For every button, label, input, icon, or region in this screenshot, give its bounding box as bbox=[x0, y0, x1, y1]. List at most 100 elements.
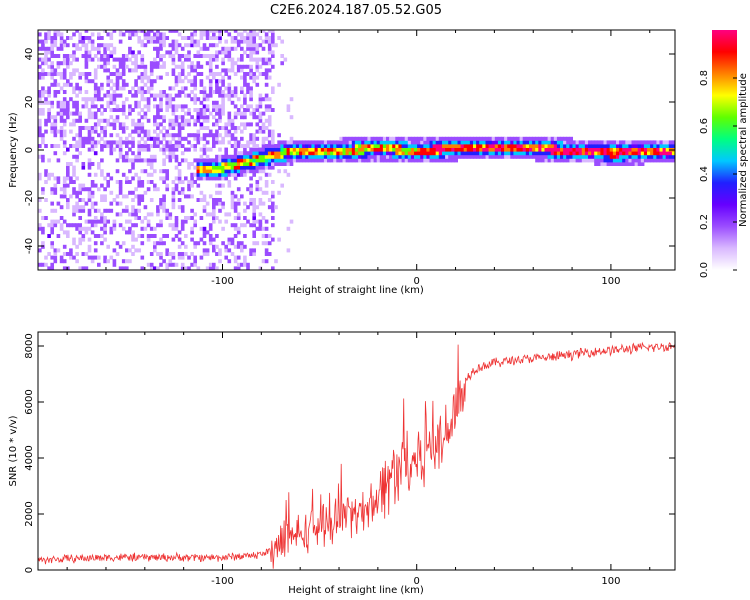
heatmap-cell bbox=[252, 165, 257, 170]
heatmap-cell bbox=[233, 90, 238, 94]
heatmap-cell bbox=[510, 136, 514, 141]
heatmap-cell bbox=[140, 183, 145, 188]
heatmap-cell bbox=[246, 86, 250, 91]
heatmap-cell bbox=[224, 50, 229, 55]
heatmap-cell bbox=[619, 158, 623, 163]
heatmap-cell bbox=[267, 129, 272, 134]
heatmap-cell bbox=[497, 147, 502, 152]
heatmap-cell bbox=[87, 162, 92, 166]
heatmap-cell bbox=[131, 86, 135, 91]
snr-series-line bbox=[38, 341, 675, 569]
heatmap-cell bbox=[87, 147, 92, 152]
heatmap-cell bbox=[488, 154, 493, 159]
heatmap-cell bbox=[193, 39, 198, 44]
heatmap-cell bbox=[106, 32, 111, 37]
heatmap-cell bbox=[159, 57, 163, 62]
heatmap-cell bbox=[165, 72, 170, 76]
heatmap-cell bbox=[482, 151, 486, 156]
heatmap-cell bbox=[541, 154, 546, 159]
heatmap-cell bbox=[112, 219, 117, 224]
heatmap-cell bbox=[258, 129, 263, 134]
heatmap-cell bbox=[271, 140, 275, 145]
heatmap-cell bbox=[112, 100, 117, 105]
heatmap-cell bbox=[215, 108, 219, 112]
heatmap-cell bbox=[286, 108, 291, 112]
heatmap-cell bbox=[112, 64, 117, 69]
heatmap-cell bbox=[261, 259, 266, 264]
heatmap-cell bbox=[236, 64, 241, 69]
heatmap-cell bbox=[336, 158, 340, 163]
heatmap-cell bbox=[588, 144, 592, 148]
heatmap-cell bbox=[215, 72, 219, 76]
heatmap-cell bbox=[647, 147, 651, 152]
heatmap-cell bbox=[149, 68, 154, 73]
heatmap-cell bbox=[50, 219, 55, 224]
heatmap-cell bbox=[240, 36, 244, 40]
heatmap-cell bbox=[267, 43, 272, 48]
heatmap-cell bbox=[47, 100, 51, 105]
heatmap-cell bbox=[171, 46, 176, 51]
heatmap-cell bbox=[227, 90, 232, 94]
heatmap-cell bbox=[106, 122, 111, 127]
heatmap-cell bbox=[41, 241, 45, 246]
heatmap-cell bbox=[75, 104, 79, 109]
heatmap-cell bbox=[128, 190, 132, 195]
heatmap-cell bbox=[146, 75, 151, 80]
heatmap-cell bbox=[442, 147, 446, 152]
heatmap-cell bbox=[81, 205, 86, 210]
heatmap-cell bbox=[208, 30, 213, 33]
heatmap-cell bbox=[594, 151, 598, 156]
heatmap-cell bbox=[612, 147, 617, 152]
heatmap-cell bbox=[485, 144, 490, 148]
heatmap-cell bbox=[75, 190, 79, 195]
heatmap-cell bbox=[87, 108, 92, 112]
heatmap-cell bbox=[215, 79, 219, 84]
heatmap-cell bbox=[426, 136, 431, 141]
heatmap-cell bbox=[59, 136, 64, 141]
heatmap-cell bbox=[109, 151, 114, 156]
heatmap-cell bbox=[118, 72, 123, 76]
heatmap-cell bbox=[149, 252, 154, 256]
heatmap-cell bbox=[348, 140, 353, 145]
heatmap-cell bbox=[196, 266, 201, 270]
heatmap-cell bbox=[72, 111, 76, 116]
heatmap-cell bbox=[66, 201, 70, 206]
heatmap-cell bbox=[62, 68, 67, 73]
heatmap-cell bbox=[159, 140, 163, 145]
heatmap-cell bbox=[286, 158, 291, 163]
heatmap-cell bbox=[131, 165, 135, 170]
heatmap-cell bbox=[215, 118, 219, 123]
heatmap-cell bbox=[171, 97, 176, 102]
heatmap-cell bbox=[584, 151, 589, 156]
heatmap-cell bbox=[184, 57, 188, 62]
heatmap-cell bbox=[112, 262, 117, 267]
heatmap-cell bbox=[162, 90, 166, 94]
snr-frame bbox=[37, 331, 676, 571]
heatmap-cell bbox=[121, 194, 126, 199]
heatmap-cell bbox=[603, 162, 608, 166]
heatmap-cell bbox=[389, 147, 393, 152]
heatmap-cell bbox=[115, 118, 120, 123]
heatmap-cell bbox=[140, 86, 145, 91]
heatmap-cell bbox=[212, 219, 216, 224]
heatmap-cell bbox=[215, 198, 219, 202]
heatmap-cell bbox=[414, 151, 418, 156]
heatmap-cell bbox=[62, 100, 67, 105]
heatmap-cell bbox=[544, 151, 549, 156]
heatmap-cell bbox=[112, 90, 117, 94]
heatmap-cell bbox=[634, 162, 639, 166]
heatmap-cell bbox=[162, 147, 166, 152]
heatmap-cell bbox=[398, 147, 403, 152]
heatmap-cell bbox=[97, 86, 101, 91]
heatmap-cell bbox=[87, 158, 92, 163]
heatmap-cell bbox=[137, 201, 142, 206]
heatmap-cell bbox=[180, 79, 185, 84]
heatmap-cell bbox=[246, 64, 250, 69]
heatmap-cell bbox=[258, 43, 263, 48]
heatmap-cell bbox=[252, 208, 257, 213]
heatmap-cell bbox=[125, 266, 129, 270]
heatmap-cell bbox=[180, 208, 185, 213]
heatmap-cell bbox=[650, 151, 654, 156]
heatmap-cell bbox=[134, 154, 138, 159]
heatmap-cell bbox=[227, 54, 232, 58]
